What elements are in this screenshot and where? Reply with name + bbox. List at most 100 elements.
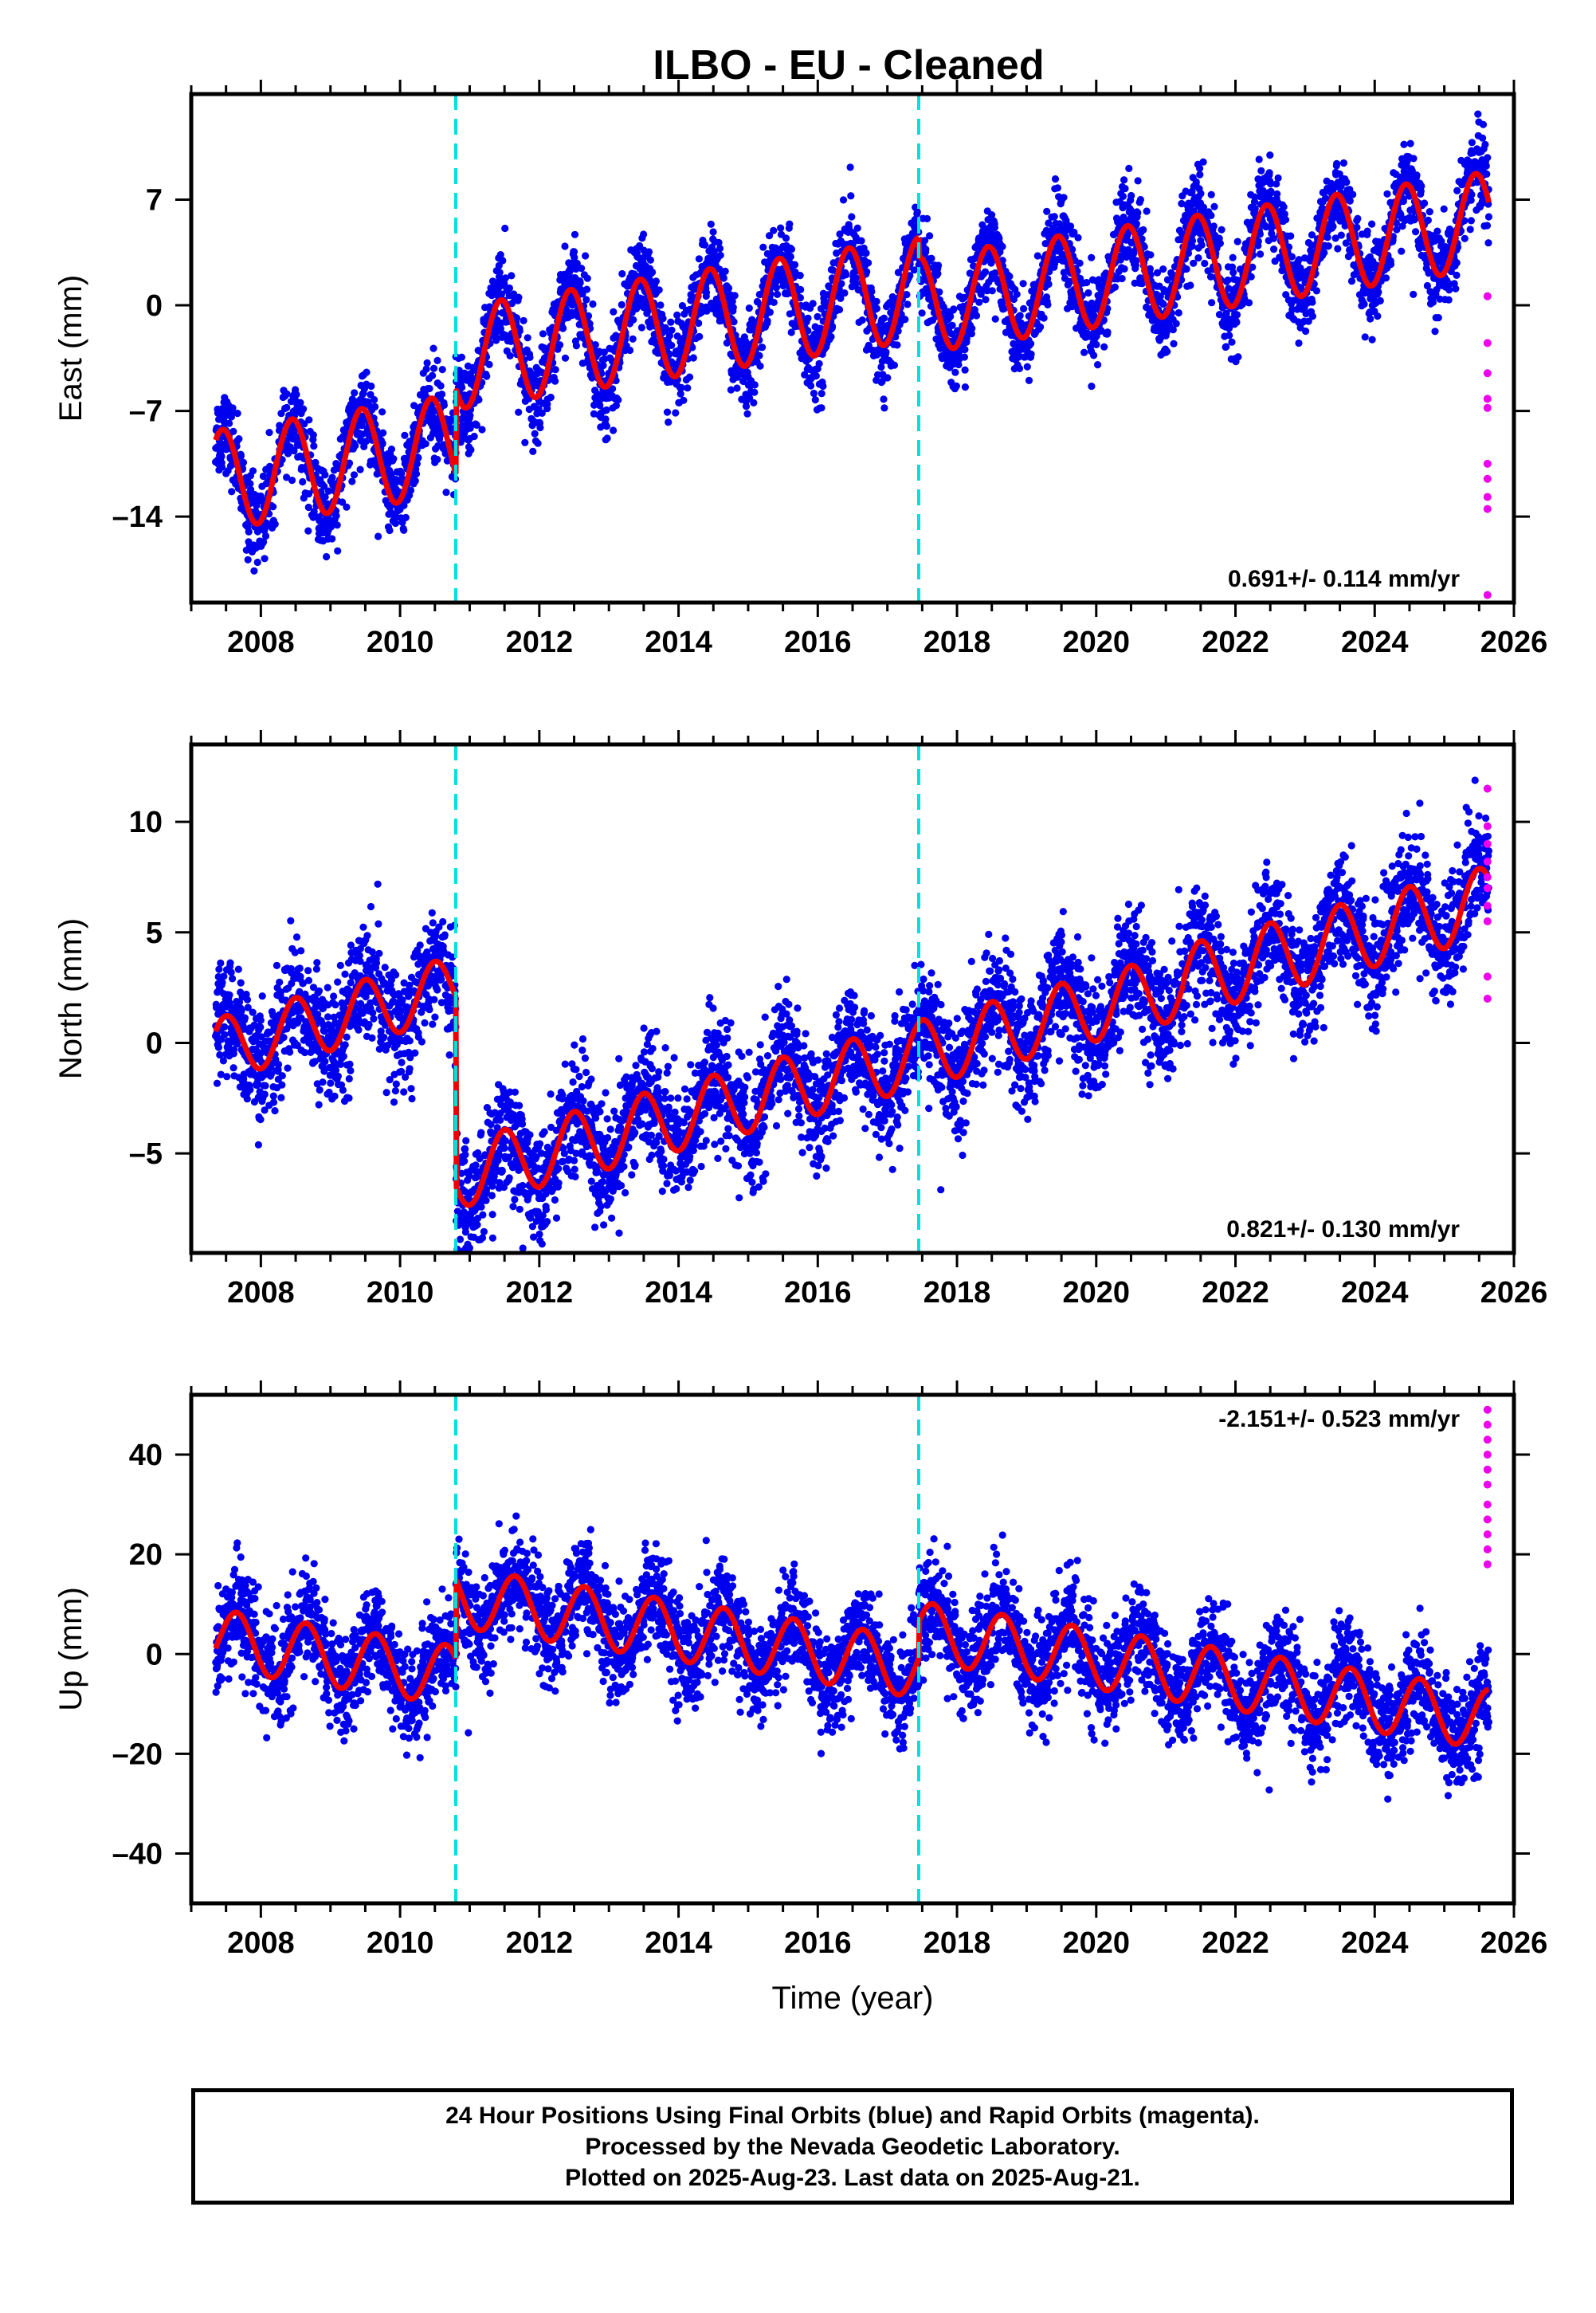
east-final-point — [233, 410, 241, 418]
east-final-point — [759, 344, 767, 351]
chart-title: ILBO - EU - Cleaned — [653, 42, 1044, 88]
east-final-point — [572, 342, 581, 350]
east-final-point — [300, 420, 308, 428]
east-final-point — [1006, 273, 1014, 281]
east-final-point — [1222, 309, 1230, 317]
east-final-point — [485, 360, 493, 368]
east-final-point — [1233, 318, 1241, 326]
east-final-point — [614, 396, 622, 404]
east-final-point — [378, 408, 386, 416]
east-final-point — [689, 354, 697, 362]
east-final-point — [950, 305, 958, 313]
east-final-point — [261, 532, 270, 540]
east-final-point — [667, 378, 675, 386]
east-final-point — [921, 237, 929, 245]
east-final-point — [1153, 269, 1162, 277]
east-final-point — [457, 353, 466, 361]
east-final-point — [1483, 222, 1492, 230]
east-final-point — [1229, 269, 1237, 277]
east-final-point — [1238, 300, 1246, 308]
east-final-point — [786, 253, 794, 261]
east-final-point — [961, 383, 969, 391]
east-final-point — [1056, 220, 1064, 228]
east-final-point — [811, 396, 819, 404]
east-final-point — [1127, 239, 1135, 247]
east-final-point — [716, 251, 724, 259]
east-final-point — [804, 314, 812, 322]
east-final-point — [810, 389, 818, 398]
east-final-point — [1287, 232, 1295, 240]
east-rapid-point — [1483, 459, 1492, 468]
east-final-point — [603, 434, 611, 442]
east-final-point — [584, 312, 593, 320]
east-final-point — [880, 314, 888, 322]
east-final-point — [1461, 234, 1469, 242]
east-final-point — [688, 344, 696, 351]
east-final-point — [400, 526, 408, 534]
east-final-point — [1210, 202, 1218, 210]
east-final-point — [1367, 315, 1374, 323]
east-final-point — [1100, 343, 1108, 351]
east-final-point — [547, 393, 555, 402]
east-final-point — [1280, 203, 1288, 211]
east-final-point — [1172, 320, 1180, 328]
east-final-point — [1134, 209, 1142, 217]
east-final-point — [309, 513, 317, 521]
east-final-point — [1312, 287, 1320, 295]
east-final-point — [1265, 169, 1273, 177]
east-final-point — [724, 284, 733, 293]
east-final-point — [499, 257, 507, 265]
east-final-point — [571, 253, 578, 261]
east-final-point — [1484, 154, 1492, 162]
east-final-point — [665, 332, 674, 340]
east-final-point — [411, 477, 419, 485]
east-final-point — [600, 348, 608, 356]
east-final-point — [665, 418, 673, 426]
east-final-point — [1453, 187, 1461, 194]
east-final-point — [629, 335, 637, 343]
east-final-point — [1218, 226, 1225, 234]
east-final-point — [515, 293, 523, 301]
east-final-point — [362, 438, 370, 446]
east-final-point — [765, 232, 774, 240]
east-final-point — [1400, 140, 1408, 148]
east-final-points — [212, 110, 1492, 575]
east-final-point — [1353, 223, 1361, 231]
east-final-point — [596, 402, 604, 410]
east-final-point — [269, 503, 277, 511]
east-final-point — [1125, 164, 1133, 172]
east-final-point — [1143, 207, 1151, 215]
east-final-point — [716, 265, 723, 273]
east-final-point — [668, 326, 676, 334]
east-final-point — [894, 327, 902, 335]
east-final-point — [1280, 210, 1288, 218]
east-final-point — [283, 403, 291, 411]
east-final-point — [1043, 207, 1051, 215]
east-final-point — [812, 372, 820, 380]
east-final-point — [1138, 235, 1146, 243]
east-final-point — [954, 327, 962, 335]
east-final-point — [673, 332, 681, 340]
east-final-point — [707, 220, 715, 228]
east-final-point — [796, 294, 805, 302]
east-final-point — [559, 324, 567, 332]
east-final-point — [571, 230, 579, 238]
east-final-point — [521, 438, 529, 446]
east-final-point — [1070, 228, 1078, 237]
east-final-point — [1329, 222, 1337, 230]
east-model-line-1 — [213, 395, 459, 527]
east-final-point — [332, 512, 340, 520]
east-final-point — [371, 403, 379, 410]
east-final-point — [755, 351, 763, 359]
east-final-point — [955, 360, 963, 369]
east-final-point — [599, 361, 607, 370]
east-rapid-point — [1483, 505, 1492, 513]
east-final-point — [1000, 304, 1008, 312]
east-final-point — [1267, 187, 1275, 195]
east-final-point — [1453, 259, 1461, 267]
east-final-point — [918, 309, 926, 317]
east-final-point — [903, 291, 911, 299]
east-final-point — [1188, 237, 1197, 245]
east-final-point — [1467, 196, 1475, 204]
